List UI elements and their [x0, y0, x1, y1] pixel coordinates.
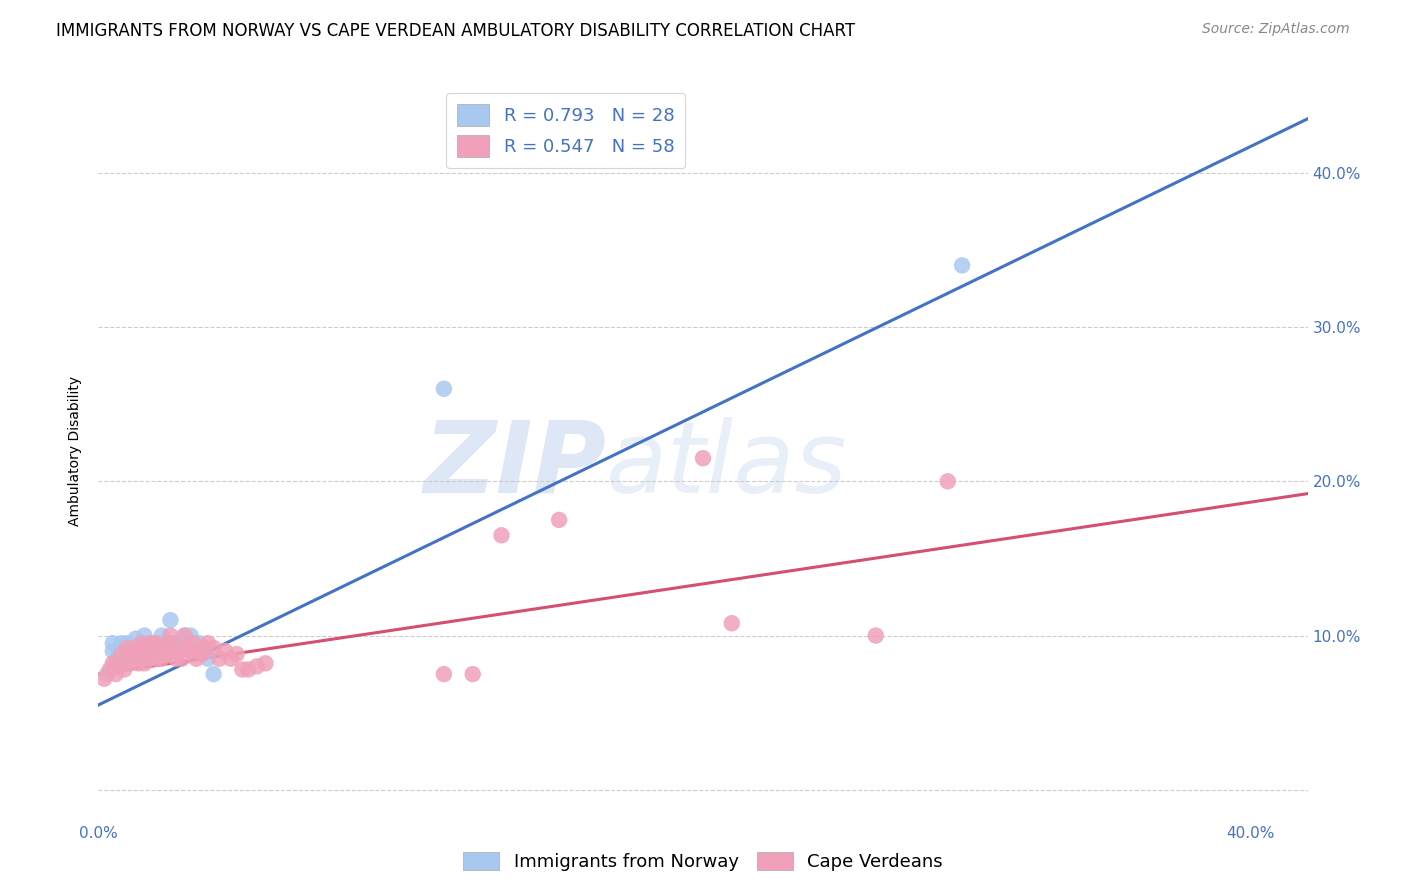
Point [156, 647, 179, 661]
Text: Source: ZipAtlas.com: Source: ZipAtlas.com [1202, 22, 1350, 37]
Point [115, 640, 138, 655]
Point [122, 640, 145, 655]
Point [246, 659, 269, 673]
Point [156, 636, 179, 650]
Point [170, 651, 193, 665]
Point [131, 636, 153, 650]
Point [128, 657, 150, 671]
Point [110, 647, 132, 661]
Point [173, 628, 195, 642]
Point [186, 651, 208, 665]
Point [180, 628, 202, 642]
Point [202, 667, 225, 681]
Point [219, 651, 242, 665]
Point [162, 636, 184, 650]
Point [112, 651, 135, 665]
Point [167, 636, 190, 650]
Point [110, 636, 132, 650]
Point [136, 644, 159, 658]
Point [183, 636, 205, 650]
Point [433, 382, 456, 396]
Point [197, 636, 219, 650]
Legend: Immigrants from Norway, Cape Verdeans: Immigrants from Norway, Cape Verdeans [456, 845, 950, 879]
Point [225, 647, 247, 661]
Point [173, 640, 195, 655]
Point [142, 647, 165, 661]
Point [720, 616, 742, 631]
Point [139, 647, 162, 661]
Point [145, 636, 167, 650]
Point [101, 636, 124, 650]
Point [125, 632, 148, 646]
Point [202, 640, 225, 655]
Point [115, 651, 138, 665]
Point [180, 644, 202, 658]
Point [112, 663, 135, 677]
Text: atlas: atlas [606, 417, 848, 514]
Point [131, 647, 153, 661]
Point [101, 657, 124, 671]
Point [115, 644, 138, 658]
Point [433, 667, 456, 681]
Point [197, 651, 219, 665]
Point [145, 651, 167, 665]
Point [236, 663, 259, 677]
Point [150, 628, 173, 642]
Point [159, 613, 181, 627]
Point [692, 451, 714, 466]
Point [134, 657, 156, 671]
Point [865, 628, 887, 642]
Point [115, 636, 138, 650]
Point [194, 640, 217, 655]
Point [134, 628, 156, 642]
Point [96, 667, 118, 681]
Point [208, 651, 231, 665]
Point [548, 513, 571, 527]
Point [150, 651, 173, 665]
Point [139, 651, 162, 665]
Text: ZIP: ZIP [423, 417, 606, 514]
Legend: R = 0.793   N = 28, R = 0.547   N = 58: R = 0.793 N = 28, R = 0.547 N = 58 [446, 93, 685, 168]
Point [188, 636, 211, 650]
Point [122, 647, 145, 661]
Point [173, 628, 195, 642]
Point [162, 644, 184, 658]
Point [491, 528, 513, 542]
Point [120, 657, 142, 671]
Point [231, 663, 253, 677]
Y-axis label: Ambulatory Disability: Ambulatory Disability [69, 376, 83, 525]
Point [101, 644, 124, 658]
Point [98, 663, 121, 677]
Point [104, 657, 127, 671]
Point [107, 647, 129, 661]
Point [104, 667, 127, 681]
Point [950, 259, 973, 273]
Point [125, 640, 148, 655]
Point [214, 644, 236, 658]
Point [191, 647, 214, 661]
Text: IMMIGRANTS FROM NORWAY VS CAPE VERDEAN AMBULATORY DISABILITY CORRELATION CHART: IMMIGRANTS FROM NORWAY VS CAPE VERDEAN A… [56, 22, 855, 40]
Point [461, 667, 484, 681]
Point [145, 636, 167, 650]
Point [159, 628, 181, 642]
Point [936, 475, 959, 489]
Point [148, 644, 170, 658]
Point [188, 644, 211, 658]
Point [165, 651, 187, 665]
Point [139, 636, 162, 650]
Point [167, 644, 190, 658]
Point [159, 636, 181, 650]
Point [254, 657, 277, 671]
Point [153, 640, 176, 655]
Point [107, 659, 129, 673]
Point [93, 672, 115, 686]
Point [128, 651, 150, 665]
Point [131, 636, 153, 650]
